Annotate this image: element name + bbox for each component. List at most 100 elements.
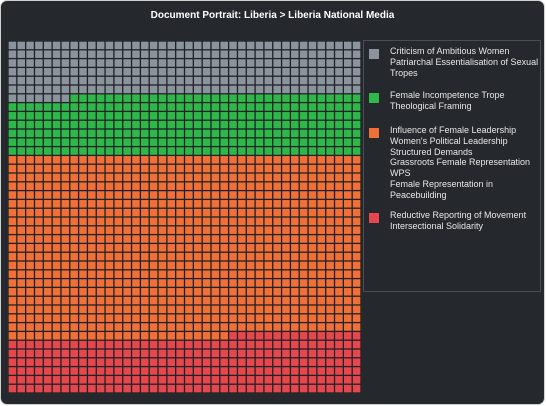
waffle-cell	[352, 50, 361, 58]
waffle-cell	[326, 85, 334, 94]
waffle-cell	[211, 314, 220, 322]
waffle-cell	[105, 235, 114, 243]
waffle-cell	[132, 235, 140, 243]
waffle-cell	[96, 358, 105, 366]
waffle-cell	[114, 349, 123, 358]
waffle-cell	[132, 376, 140, 384]
waffle-cell	[123, 200, 131, 208]
waffle-cell	[132, 112, 140, 120]
waffle-cell	[352, 252, 361, 261]
waffle-cell	[26, 173, 34, 182]
waffle-cell	[79, 120, 87, 129]
waffle-cell	[17, 323, 25, 331]
waffle-cell	[52, 94, 61, 102]
waffle-cell	[149, 191, 158, 199]
waffle-cell	[35, 235, 43, 243]
waffle-cell	[282, 340, 290, 349]
waffle-cell	[114, 208, 123, 217]
waffle-cell	[255, 340, 264, 349]
waffle-cell	[61, 323, 70, 331]
waffle-cell	[114, 376, 123, 384]
waffle-cell	[344, 191, 352, 199]
waffle-cell	[105, 270, 114, 278]
waffle-cell	[79, 76, 87, 85]
waffle-cell	[273, 120, 281, 129]
waffle-cell	[70, 50, 78, 58]
waffle-cell	[193, 156, 202, 164]
waffle-cell	[299, 76, 308, 85]
waffle-cell	[344, 138, 352, 146]
waffle-cell	[61, 235, 70, 243]
waffle-cell	[8, 252, 17, 261]
waffle-cell	[317, 182, 326, 190]
waffle-cell	[335, 120, 343, 129]
waffle-cell	[70, 164, 78, 173]
waffle-cell	[352, 191, 361, 199]
waffle-cell	[79, 85, 87, 94]
waffle-cell	[123, 270, 131, 278]
waffle-cell	[352, 288, 361, 296]
waffle-cell	[308, 156, 317, 164]
waffle-cell	[123, 138, 131, 146]
waffle-cell	[229, 68, 237, 76]
waffle-cell	[43, 76, 52, 85]
waffle-cell	[193, 270, 202, 278]
waffle-cell	[352, 182, 361, 190]
waffle-cell	[141, 270, 149, 278]
waffle-cell	[167, 323, 176, 331]
waffle-cell	[220, 164, 228, 173]
waffle-cell	[326, 376, 334, 384]
waffle-cell	[123, 129, 131, 138]
waffle-cell	[291, 340, 299, 349]
waffle-cell	[43, 332, 52, 340]
waffle-cell	[43, 349, 52, 358]
waffle-cell	[202, 112, 211, 120]
waffle-cell	[352, 261, 361, 270]
waffle-cell	[246, 138, 255, 146]
waffle-cell	[220, 85, 228, 94]
waffle-cell	[282, 200, 290, 208]
waffle-cell	[105, 59, 114, 67]
waffle-cell	[299, 261, 308, 270]
waffle-cell	[26, 156, 34, 164]
waffle-cell	[273, 112, 281, 120]
waffle-cell	[273, 173, 281, 182]
waffle-cell	[229, 112, 237, 120]
waffle-cell	[43, 235, 52, 243]
waffle-cell	[149, 41, 158, 50]
waffle-cell	[317, 129, 326, 138]
waffle-cell	[88, 244, 96, 252]
waffle-cell	[26, 288, 34, 296]
waffle-cell	[299, 252, 308, 261]
waffle-cell	[132, 164, 140, 173]
waffle-cell	[96, 270, 105, 278]
waffle-cell	[114, 76, 123, 85]
waffle-cell	[43, 112, 52, 120]
waffle-cell	[193, 332, 202, 340]
waffle-cell	[79, 147, 87, 155]
waffle-cell	[291, 41, 299, 50]
waffle-cell	[344, 103, 352, 111]
waffle-cell	[132, 296, 140, 305]
legend-label: Reductive Reporting of Movement	[390, 210, 527, 220]
waffle-cell	[220, 235, 228, 243]
waffle-cell	[255, 129, 264, 138]
waffle-cell	[291, 226, 299, 234]
waffle-cell	[167, 173, 176, 182]
waffle-cell	[308, 103, 317, 111]
waffle-cell	[88, 147, 96, 155]
waffle-cell	[238, 296, 246, 305]
waffle-cell	[158, 296, 167, 305]
waffle-cell	[114, 191, 123, 199]
waffle-cell	[52, 138, 61, 146]
waffle-cell	[185, 147, 193, 155]
waffle-cell	[352, 173, 361, 182]
waffle-cell	[273, 305, 281, 314]
waffle-cell	[52, 182, 61, 190]
waffle-cell	[202, 367, 211, 375]
waffle-cell	[52, 147, 61, 155]
waffle-cell	[273, 244, 281, 252]
waffle-cell	[352, 76, 361, 85]
waffle-cell	[43, 340, 52, 349]
waffle-cell	[202, 208, 211, 217]
